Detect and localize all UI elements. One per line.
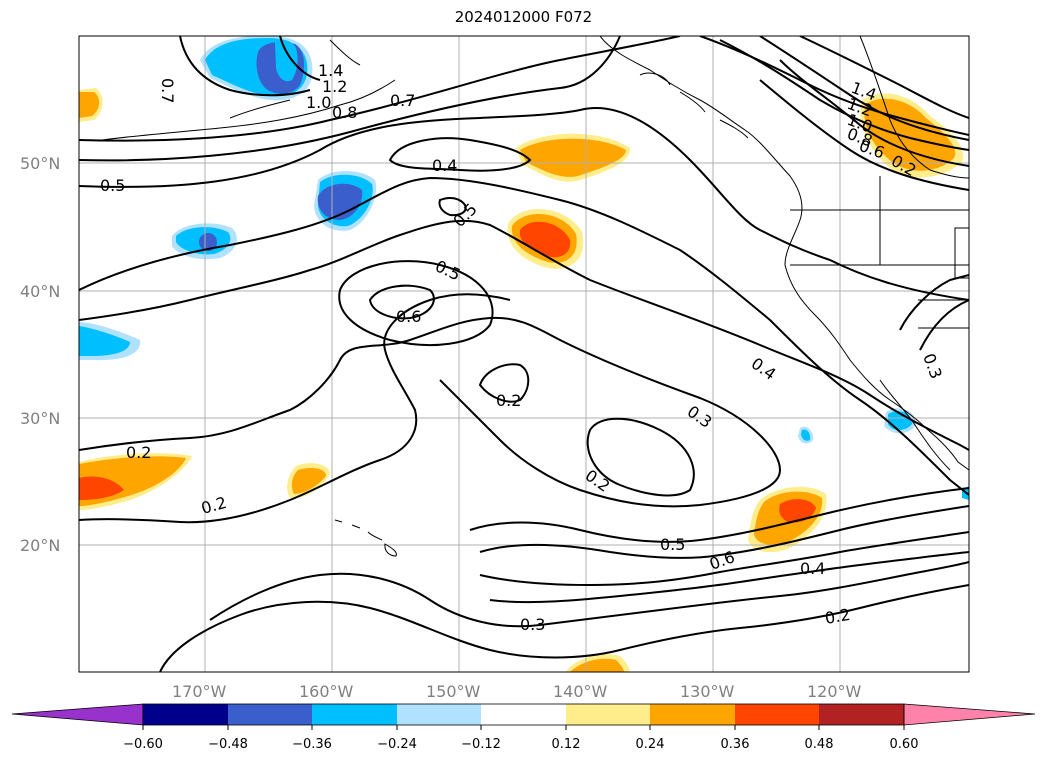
- latitude-labels: 50°N 40°N 30°N 20°N: [20, 154, 60, 555]
- colorbar-tick-label: −0.12: [461, 737, 501, 752]
- colorbar-segment: [735, 704, 819, 725]
- lon-label: 130°W: [680, 682, 735, 701]
- contour-label: 0.2: [126, 443, 151, 462]
- colorbar-tick-label: 0.24: [636, 737, 665, 752]
- lon-label: 160°W: [299, 682, 354, 701]
- contour-lines: [79, 36, 969, 672]
- contour-label: 1.4: [318, 61, 343, 80]
- contour-label: 1.0: [306, 93, 331, 112]
- lat-label: 40°N: [20, 282, 60, 301]
- contour-label: 0.4: [800, 559, 825, 578]
- longitude-labels: 170°W 160°W 150°W 140°W 130°W 120°W: [172, 682, 862, 701]
- contour-label: 0.7: [158, 78, 177, 103]
- contour-label: 0.7: [390, 91, 415, 110]
- contour-label: 0.6: [396, 307, 421, 326]
- colorbar-extend-low: [11, 703, 144, 726]
- contour-label: 0.2: [496, 391, 521, 410]
- contour-label: 0.2: [823, 605, 851, 628]
- colorbar: −0.60 −0.48 −0.36 −0.24 −0.12 0.12 0.24 …: [11, 703, 1036, 752]
- colorbar-tick-label: −0.36: [292, 737, 332, 752]
- map-frame: [78, 35, 970, 673]
- contour-label: 1.2: [322, 77, 347, 96]
- lat-label: 50°N: [20, 154, 60, 173]
- lon-label: 170°W: [172, 682, 227, 701]
- colorbar-tick-label: 0.36: [721, 737, 750, 752]
- coastlines: [101, 36, 969, 557]
- lon-label: 150°W: [426, 682, 481, 701]
- lon-label: 140°W: [553, 682, 608, 701]
- colorbar-tick-label: 0.12: [552, 737, 581, 752]
- graticule: [79, 36, 969, 672]
- colorbar-extend-high: [903, 703, 1036, 726]
- lat-label: 30°N: [20, 409, 60, 428]
- colorbar-tick-label: −0.60: [123, 737, 163, 752]
- colorbar-segment: [481, 704, 566, 725]
- contour-label: 0.4: [432, 156, 457, 175]
- colorbar-segment: [397, 704, 481, 725]
- colorbar-tick-label: 0.48: [805, 737, 834, 752]
- contour-label: 0.3: [520, 615, 545, 634]
- colorbar-tick-label: −0.48: [208, 737, 248, 752]
- contour-label: 0.8: [332, 103, 357, 122]
- lon-label: 120°W: [807, 682, 862, 701]
- colorbar-segment: [566, 704, 650, 725]
- colorbar-tick-label: 0.60: [890, 737, 919, 752]
- map-area: [79, 36, 969, 672]
- map-title: 2024012000 F072: [454, 8, 593, 26]
- colorbar-segment: [819, 704, 904, 725]
- lat-label: 20°N: [20, 536, 60, 555]
- colorbar-segment: [143, 704, 228, 725]
- colorbar-segment: [650, 704, 735, 725]
- colorbar-segment: [228, 704, 312, 725]
- contour-label: 0.5: [100, 176, 125, 195]
- colorbar-segment: [312, 704, 397, 725]
- contour-label: 0.5: [660, 535, 685, 554]
- colorbar-tick-label: −0.24: [377, 737, 417, 752]
